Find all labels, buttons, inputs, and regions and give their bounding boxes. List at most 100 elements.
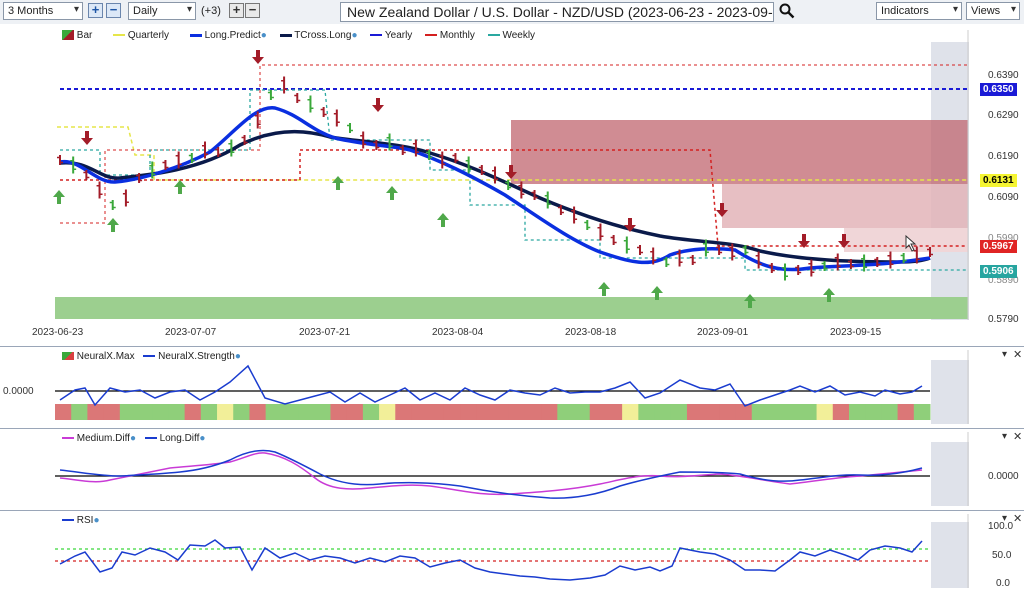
neuralx-max-bar bbox=[832, 404, 850, 420]
collapse-icon[interactable]: ▾ bbox=[1002, 513, 1008, 524]
indicators-label: Indicators bbox=[881, 5, 929, 17]
neuralx-max-bar bbox=[427, 404, 445, 420]
neuralx-max-bar bbox=[751, 404, 769, 420]
rsi-legend: RSI● bbox=[62, 515, 100, 526]
signal-arrows bbox=[53, 50, 850, 308]
long-diff-legend-icon bbox=[144, 437, 157, 440]
weekly-legend-icon bbox=[487, 34, 500, 37]
sell-arrow-icon bbox=[716, 203, 728, 217]
date-tick: 2023-09-01 bbox=[697, 327, 749, 338]
neuralx-max-bar bbox=[719, 404, 737, 420]
diff-panel[interactable] bbox=[0, 428, 1024, 510]
search-icon[interactable] bbox=[779, 3, 795, 19]
offset-minus-button[interactable]: − bbox=[245, 3, 260, 18]
rsi-tick: 0.0 bbox=[996, 578, 1010, 589]
neuralx-max-bar bbox=[443, 404, 461, 420]
neuralx-max-bar bbox=[816, 404, 834, 420]
neuralx-max-bar bbox=[784, 404, 801, 420]
legend-medium-diff: Medium.Diff bbox=[76, 433, 130, 444]
neuralx-max-bar bbox=[233, 404, 250, 420]
price-tick: 0.6090 bbox=[988, 192, 1019, 203]
buy-arrow-icon bbox=[107, 218, 119, 232]
neuralx-max-bar bbox=[541, 404, 558, 420]
neuralx-max-bar bbox=[460, 404, 477, 420]
collapse-icon[interactable]: ▾ bbox=[1002, 431, 1008, 442]
neuralx-max-bar bbox=[200, 404, 218, 420]
neuralx-max-bar bbox=[362, 404, 380, 420]
neuralx-max-bar bbox=[119, 404, 137, 420]
sell-arrow-icon bbox=[798, 234, 810, 248]
medium-diff-legend-icon bbox=[62, 437, 74, 440]
neuralx-max-bar bbox=[686, 404, 704, 420]
neuralx-max-bar bbox=[622, 404, 639, 420]
neuralx-legend: NeuralX.Max NeuralX.Strength● bbox=[62, 351, 241, 362]
date-tick: 2023-08-04 bbox=[432, 327, 484, 338]
legend-neuralx-strength: NeuralX.Strength bbox=[158, 351, 235, 362]
neuralx-axis-label: 0.0000 bbox=[3, 386, 34, 397]
period-value: 3 Months bbox=[8, 5, 54, 17]
monthly-price-tag: 0.5967 bbox=[980, 240, 1017, 253]
sell-arrow-icon bbox=[838, 234, 850, 248]
period-select[interactable]: 3 Months ▾ bbox=[3, 2, 83, 20]
zoom-in-button[interactable]: + bbox=[88, 3, 103, 18]
neuralx-max-bar bbox=[654, 404, 672, 420]
neuralx-max-bar bbox=[703, 404, 720, 420]
neuralx-max-bar bbox=[379, 404, 396, 420]
neuralx-max-bar bbox=[492, 404, 510, 420]
weekly-price-tag: 0.5906 bbox=[980, 265, 1017, 278]
neuralx-max-bar bbox=[281, 404, 299, 420]
buy-arrow-icon bbox=[386, 186, 398, 200]
buy-arrow-icon bbox=[598, 282, 610, 296]
close-icon[interactable]: ✕ bbox=[1013, 431, 1023, 443]
tcross-long-line bbox=[59, 129, 931, 264]
legend-weekly: Weekly bbox=[502, 30, 536, 41]
neuralx-max-bar bbox=[735, 404, 753, 420]
neuralx-max-bar bbox=[314, 404, 331, 420]
neuralx-max-bar bbox=[168, 404, 186, 420]
offset-plus-button[interactable]: + bbox=[229, 3, 244, 18]
legend-long-diff: Long.Diff bbox=[159, 433, 200, 444]
yearly-legend-icon bbox=[370, 34, 383, 37]
rsi-tick: 50.0 bbox=[992, 550, 1012, 561]
close-icon[interactable]: ✕ bbox=[1013, 349, 1023, 361]
collapse-icon[interactable]: ▾ bbox=[1002, 349, 1008, 360]
price-tick: 0.6290 bbox=[988, 110, 1019, 121]
price-tick: 0.5790 bbox=[988, 314, 1019, 325]
buy-arrow-icon bbox=[823, 288, 835, 302]
neuralx-max-bar bbox=[136, 404, 153, 420]
close-icon[interactable]: ✕ bbox=[1013, 513, 1023, 525]
neuralx-max-bar bbox=[800, 404, 818, 420]
neuralx-max-bar bbox=[605, 404, 623, 420]
legend-quarterly: Quarterly bbox=[127, 30, 170, 41]
neuralx-bars bbox=[55, 404, 931, 420]
quarterly-legend-icon bbox=[113, 34, 126, 37]
price-chart[interactable] bbox=[0, 24, 1024, 346]
demand-zone bbox=[55, 297, 968, 319]
legend-bar: Bar bbox=[76, 30, 93, 41]
price-legend: Bar Quarterly Long.Predict● TCross.Long●… bbox=[62, 30, 535, 41]
bar-legend-icon bbox=[62, 30, 74, 41]
neuralx-max-bar bbox=[524, 404, 542, 420]
neuralx-max-bar bbox=[395, 404, 412, 420]
rsi-panel[interactable] bbox=[0, 510, 1024, 590]
sell-arrow-icon bbox=[372, 98, 384, 112]
neuralx-max-bar bbox=[865, 404, 882, 420]
neuralx-max-bar bbox=[265, 404, 283, 420]
rsi-line bbox=[59, 539, 923, 581]
long-predict-legend-icon bbox=[189, 33, 202, 37]
neuralx-max-bar bbox=[217, 404, 234, 420]
price-tick: 0.6190 bbox=[988, 151, 1019, 162]
interval-select[interactable]: Daily ▾ bbox=[128, 2, 196, 20]
legend-long-predict: Long.Predict bbox=[204, 30, 261, 41]
buy-arrow-icon bbox=[332, 176, 344, 190]
buy-arrow-icon bbox=[651, 286, 663, 300]
zoom-out-button[interactable]: − bbox=[106, 3, 121, 18]
neuralx-max-bar bbox=[103, 404, 121, 420]
chevron-down-icon: ▾ bbox=[952, 4, 958, 15]
neuralx-panel[interactable] bbox=[0, 346, 1024, 428]
buy-arrow-icon bbox=[744, 294, 756, 308]
neuralx-max-bar bbox=[589, 404, 607, 420]
indicators-select[interactable]: Indicators ▾ bbox=[876, 2, 962, 20]
symbol-title[interactable]: New Zealand Dollar / U.S. Dollar - NZD/U… bbox=[340, 2, 774, 38]
views-select[interactable]: Views ▾ bbox=[966, 2, 1020, 20]
